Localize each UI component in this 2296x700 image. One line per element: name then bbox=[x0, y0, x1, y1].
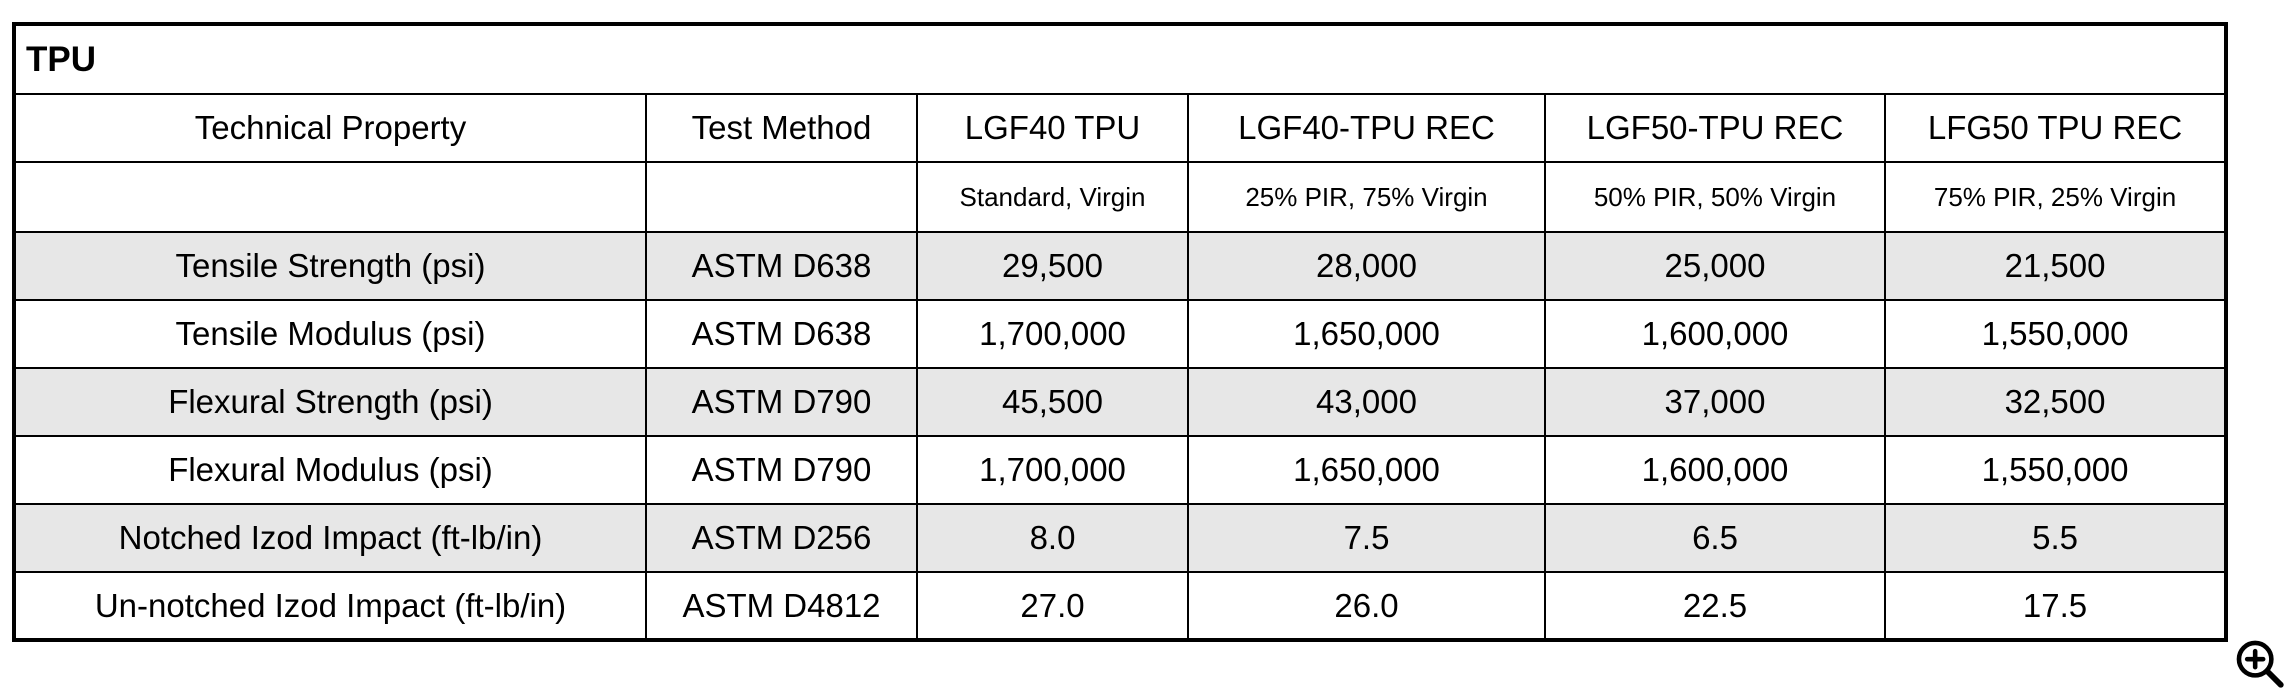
property-cell: Tensile Strength (psi) bbox=[13, 231, 647, 301]
table-row: Flexural Modulus (psi) ASTM D790 1,700,0… bbox=[13, 435, 2228, 505]
value-cell: 26.0 bbox=[1187, 571, 1546, 641]
value-cell: 1,700,000 bbox=[916, 299, 1189, 369]
value-cell: 8.0 bbox=[916, 503, 1189, 573]
property-cell: Tensile Modulus (psi) bbox=[13, 299, 647, 369]
column-header-technical-property: Technical Property bbox=[13, 93, 647, 163]
property-cell: Flexural Modulus (psi) bbox=[13, 435, 647, 505]
column-subheader: 50% PIR, 50% Virgin bbox=[1544, 161, 1886, 233]
table-row: Tensile Strength (psi) ASTM D638 29,500 … bbox=[13, 231, 2228, 301]
table-row: Tensile Modulus (psi) ASTM D638 1,700,00… bbox=[13, 299, 2228, 369]
test-method-cell: ASTM D638 bbox=[645, 231, 918, 301]
property-cell: Flexural Strength (psi) bbox=[13, 367, 647, 437]
column-header-lgf40-tpu: LGF40 TPU bbox=[916, 93, 1189, 163]
value-cell: 25,000 bbox=[1544, 231, 1886, 301]
value-cell: 22.5 bbox=[1544, 571, 1886, 641]
value-cell: 1,550,000 bbox=[1883, 299, 2228, 369]
test-method-cell: ASTM D790 bbox=[645, 435, 918, 505]
table-row: Flexural Strength (psi) ASTM D790 45,500… bbox=[13, 367, 2228, 437]
value-cell: 1,600,000 bbox=[1544, 435, 1886, 505]
test-method-cell: ASTM D4812 bbox=[645, 571, 918, 641]
value-cell: 21,500 bbox=[1883, 231, 2228, 301]
value-cell: 45,500 bbox=[916, 367, 1189, 437]
value-cell: 6.5 bbox=[1544, 503, 1886, 573]
table-title: TPU bbox=[12, 23, 2228, 95]
column-subheader: 25% PIR, 75% Virgin bbox=[1187, 161, 1546, 233]
table-subheader-row: Standard, Virgin 25% PIR, 75% Virgin 50%… bbox=[13, 161, 2228, 233]
column-header-lfg50-tpu-rec: LFG50 TPU REC bbox=[1883, 93, 2228, 163]
value-cell: 1,650,000 bbox=[1187, 435, 1546, 505]
column-header-test-method: Test Method bbox=[645, 93, 918, 163]
table-title-row: TPU bbox=[12, 23, 2228, 95]
value-cell: 1,700,000 bbox=[916, 435, 1189, 505]
value-cell: 32,500 bbox=[1883, 367, 2228, 437]
tpu-properties-table: TPU Technical Property Test Method LGF40… bbox=[12, 22, 2229, 642]
column-subheader: Standard, Virgin bbox=[916, 161, 1189, 233]
table-row: Notched Izod Impact (ft-lb/in) ASTM D256… bbox=[13, 503, 2228, 573]
test-method-cell: ASTM D638 bbox=[645, 299, 918, 369]
column-subheader bbox=[645, 161, 918, 233]
table-header-row: Technical Property Test Method LGF40 TPU… bbox=[13, 93, 2228, 163]
zoom-in-icon[interactable] bbox=[2231, 634, 2289, 694]
column-subheader bbox=[13, 161, 647, 233]
property-cell: Un-notched Izod Impact (ft-lb/in) bbox=[13, 571, 647, 641]
value-cell: 28,000 bbox=[1187, 231, 1546, 301]
test-method-cell: ASTM D256 bbox=[645, 503, 918, 573]
value-cell: 29,500 bbox=[916, 231, 1189, 301]
column-header-lgf50-tpu-rec: LGF50-TPU REC bbox=[1544, 93, 1886, 163]
table-row: Un-notched Izod Impact (ft-lb/in) ASTM D… bbox=[13, 571, 2228, 641]
value-cell: 43,000 bbox=[1187, 367, 1546, 437]
property-cell: Notched Izod Impact (ft-lb/in) bbox=[13, 503, 647, 573]
column-header-lgf40-tpu-rec: LGF40-TPU REC bbox=[1187, 93, 1546, 163]
value-cell: 5.5 bbox=[1883, 503, 2228, 573]
value-cell: 1,600,000 bbox=[1544, 299, 1886, 369]
value-cell: 7.5 bbox=[1187, 503, 1546, 573]
value-cell: 27.0 bbox=[916, 571, 1189, 641]
value-cell: 1,650,000 bbox=[1187, 299, 1546, 369]
value-cell: 17.5 bbox=[1883, 571, 2228, 641]
test-method-cell: ASTM D790 bbox=[645, 367, 918, 437]
value-cell: 37,000 bbox=[1544, 367, 1886, 437]
column-subheader: 75% PIR, 25% Virgin bbox=[1883, 161, 2228, 233]
value-cell: 1,550,000 bbox=[1883, 435, 2228, 505]
